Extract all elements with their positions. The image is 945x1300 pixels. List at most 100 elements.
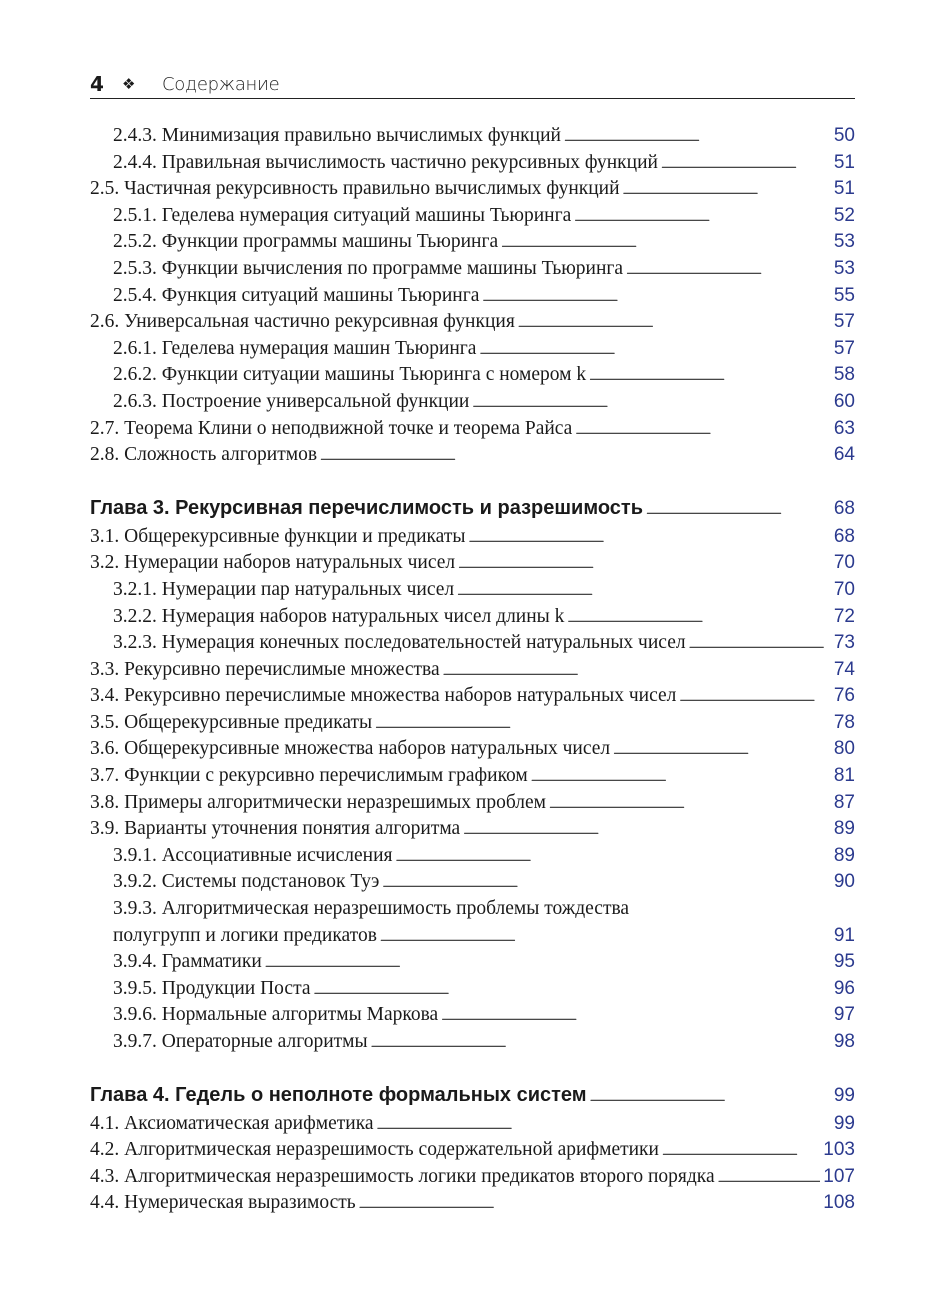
entry-page-number[interactable]: 99 <box>833 1084 855 1106</box>
toc-entry[interactable]: 3.2.2. Нумерация наборов натуральных чис… <box>90 604 855 631</box>
entry-page-number[interactable]: 91 <box>833 924 855 946</box>
entry-page-number[interactable]: 53 <box>833 231 855 253</box>
toc-entry[interactable]: 2.5. Частичная рекурсивность правильно в… <box>90 176 855 203</box>
dot-leader <box>646 497 831 524</box>
entry-page-number[interactable]: 51 <box>833 151 855 173</box>
toc-entry[interactable]: 3.6. Общерекурсивные множества наборов н… <box>90 736 855 763</box>
toc-entry[interactable]: 3.7. Функции с рекурсивно перечислимым г… <box>90 763 855 790</box>
dot-leader <box>531 764 831 791</box>
toc-entry[interactable]: 2.6. Универсальная частично рекурсивная … <box>90 309 855 336</box>
toc-entry[interactable]: полугрупп и логики предикатов 91 <box>90 923 855 950</box>
entry-title: 3.2. Нумерации наборов натуральных чисел <box>90 552 456 574</box>
entry-page-number[interactable]: 68 <box>833 497 855 519</box>
toc-chapter-heading[interactable]: Глава 3. Рекурсивная перечислимость и ра… <box>90 495 855 524</box>
toc-entry[interactable]: 3.2.1. Нумерации пар натуральных чисел 70 <box>90 577 855 604</box>
entry-page-number[interactable]: 64 <box>833 444 855 466</box>
dot-leader <box>441 1003 831 1030</box>
toc-entry[interactable]: 3.9.1. Ассоциативные исчисления 89 <box>90 843 855 870</box>
entry-page-number[interactable]: 103 <box>823 1139 855 1161</box>
dot-leader <box>718 1165 821 1192</box>
entry-page-number[interactable]: 52 <box>833 204 855 226</box>
entry-page-number[interactable]: 95 <box>833 951 855 973</box>
toc-entry[interactable]: 3.5. Общерекурсивные предикаты 78 <box>90 710 855 737</box>
entry-page-number[interactable]: 68 <box>833 525 855 547</box>
entry-title: 2.5.1. Геделева нумерация ситуаций машин… <box>113 204 572 226</box>
entry-page-number[interactable]: 55 <box>833 284 855 306</box>
toc-entry[interactable]: 2.5.4. Функция ситуаций машины Тьюринга 5… <box>90 283 855 310</box>
entry-page-number[interactable]: 50 <box>833 125 855 146</box>
toc-entry[interactable]: 3.9.5. Продукции Поста 96 <box>90 976 855 1003</box>
entry-page-number[interactable]: 57 <box>833 311 855 333</box>
entry-page-number[interactable]: 53 <box>833 257 855 279</box>
dot-leader <box>375 711 831 738</box>
toc-entry[interactable]: 2.5.2. Функции программы машины Тьюринга… <box>90 229 855 256</box>
toc-entry[interactable]: 2.5.3. Функции вычисления по программе м… <box>90 256 855 283</box>
ornament-icon: ❖ <box>122 75 136 93</box>
entry-title: 2.5.2. Функции программы машины Тьюринга <box>113 231 499 253</box>
entry-page-number[interactable]: 58 <box>833 364 855 386</box>
entry-page-number[interactable]: 89 <box>833 844 855 866</box>
entry-title: 3.9.6. Нормальные алгоритмы Маркова <box>113 1004 439 1026</box>
entry-page-number[interactable]: 70 <box>833 578 855 600</box>
entry-page-number[interactable]: 108 <box>823 1192 855 1214</box>
entry-page-number[interactable]: 74 <box>833 658 855 680</box>
toc-entry[interactable]: 4.2. Алгоритмическая неразрешимость соде… <box>90 1137 855 1164</box>
entry-title: полугрупп и логики предикатов <box>113 924 377 946</box>
toc-entry[interactable]: 2.4.3. Минимизация правильно вычислимых … <box>90 123 855 150</box>
entry-page-number[interactable]: 73 <box>833 632 855 654</box>
toc-entry[interactable]: 4.4. Нумерическая выразимость 108 <box>90 1190 855 1217</box>
entry-page-number[interactable]: 87 <box>833 791 855 813</box>
dot-leader <box>472 390 831 417</box>
dot-leader <box>457 578 831 605</box>
toc-entry[interactable]: 2.5.1. Геделева нумерация ситуаций машин… <box>90 203 855 230</box>
entry-page-number[interactable]: 89 <box>833 818 855 840</box>
toc-entry[interactable]: 2.6.3. Построение универсальной функции 6… <box>90 389 855 416</box>
dot-leader <box>567 605 830 632</box>
entry-title: 2.6.3. Построение универсальной функции <box>113 390 470 412</box>
entry-page-number[interactable]: 80 <box>833 738 855 760</box>
toc-entry[interactable]: 3.4. Рекурсивно перечислимые множества н… <box>90 683 855 710</box>
toc-entry[interactable]: 2.6.1. Геделева нумерация машин Тьюринга… <box>90 336 855 363</box>
toc-entry[interactable]: 4.3. Алгоритмическая неразрешимость логи… <box>90 1164 855 1191</box>
entry-page-number[interactable]: 57 <box>833 337 855 359</box>
entry-page-number[interactable]: 98 <box>833 1031 855 1052</box>
toc-entry[interactable]: 2.4.4. Правильная вычислимость частично … <box>90 150 855 177</box>
toc-entry[interactable]: 3.9.7. Операторные алгоритмы 98 <box>90 1029 855 1056</box>
toc-entry[interactable]: 3.1. Общерекурсивные функции и предикаты… <box>90 524 855 551</box>
toc-entry[interactable]: 2.6.2. Функции ситуации машины Тьюринга … <box>90 362 855 389</box>
dot-leader <box>626 257 831 284</box>
toc-entry[interactable]: 2.7. Теорема Клини о неподвижной точке и… <box>90 416 855 443</box>
entry-page-number[interactable]: 70 <box>833 552 855 574</box>
toc-entry[interactable]: 3.9.4. Грамматики 95 <box>90 949 855 976</box>
toc-entry[interactable]: 3.9. Варианты уточнения понятия алгоритм… <box>90 816 855 843</box>
toc-entry[interactable]: 3.9.2. Системы подстановок Туэ 90 <box>90 869 855 896</box>
entry-page-number[interactable]: 76 <box>833 685 855 707</box>
toc-entry[interactable]: 3.2. Нумерации наборов натуральных чисел… <box>90 550 855 577</box>
toc-entry[interactable]: 4.1. Аксиоматическая арифметика 99 <box>90 1111 855 1138</box>
entry-page-number[interactable]: 107 <box>823 1165 855 1187</box>
dot-leader <box>564 124 831 151</box>
entry-page-number[interactable]: 63 <box>833 417 855 439</box>
entry-page-number[interactable]: 72 <box>833 605 855 627</box>
entry-page-number[interactable]: 99 <box>833 1112 855 1134</box>
entry-title: 4.2. Алгоритмическая неразрешимость соде… <box>90 1139 659 1161</box>
toc-entry[interactable]: 3.9.6. Нормальные алгоритмы Маркова 97 <box>90 1002 855 1029</box>
dot-leader <box>463 817 831 844</box>
dot-leader <box>468 525 830 552</box>
entry-page-number[interactable]: 60 <box>833 390 855 412</box>
entry-page-number[interactable]: 51 <box>833 178 855 200</box>
dot-leader <box>689 631 831 658</box>
toc-entry[interactable]: 3.2.3. Нумерация конечных последовательн… <box>90 630 855 657</box>
toc-entry[interactable]: 3.8. Примеры алгоритмически неразрешимых… <box>90 790 855 817</box>
entry-page-number[interactable]: 90 <box>833 871 855 893</box>
toc-entry[interactable]: 2.8. Сложность алгоритмов 64 <box>90 442 855 469</box>
entry-title: 4.3. Алгоритмическая неразрешимость логи… <box>90 1165 715 1187</box>
dot-leader <box>265 950 831 977</box>
entry-page-number[interactable]: 81 <box>833 765 855 787</box>
toc-chapter-heading[interactable]: Глава 4. Гедель о неполноте формальных с… <box>90 1082 855 1111</box>
toc-entry[interactable]: 3.9.3. Алгоритмическая неразрешимость пр… <box>90 896 855 923</box>
entry-page-number[interactable]: 97 <box>833 1004 855 1026</box>
entry-page-number[interactable]: 96 <box>833 977 855 999</box>
entry-page-number[interactable]: 78 <box>833 711 855 733</box>
toc-entry[interactable]: 3.3. Рекурсивно перечислимые множества 74 <box>90 657 855 684</box>
